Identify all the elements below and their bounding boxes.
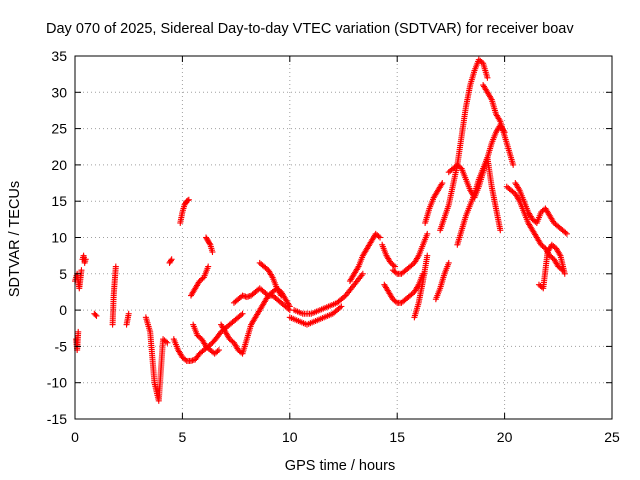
y-tick-label: 20	[51, 157, 67, 173]
data-point	[263, 291, 270, 298]
x-tick-label: 25	[604, 429, 620, 445]
x-tick-labels: 0 5 10 15 20 25	[71, 429, 620, 445]
data-point	[278, 292, 285, 299]
data-point	[424, 252, 431, 259]
data-point	[497, 227, 504, 234]
data-point	[392, 263, 399, 270]
data-point	[205, 263, 212, 270]
data-points	[72, 56, 570, 404]
data-point	[75, 328, 82, 335]
data-point	[82, 256, 89, 263]
data-point	[199, 275, 206, 282]
data-point	[92, 311, 99, 318]
data-point	[185, 196, 192, 203]
data-point	[238, 311, 245, 318]
axis-ticks	[74, 55, 613, 420]
data-point	[112, 263, 119, 270]
chart-title: Day 070 of 2025, Sidereal Day-to-day VTE…	[46, 21, 574, 37]
data-point	[168, 256, 175, 263]
y-tick-label: 5	[59, 266, 67, 282]
data-point	[93, 312, 100, 319]
y-tick-labels: -15 -10 -5 0 5 10 15 20 25 30 35	[47, 48, 67, 427]
y-tick-label: -5	[55, 338, 68, 354]
data-point	[341, 293, 348, 300]
x-tick-label: 5	[179, 429, 187, 445]
y-axis-label: SDTVAR / TECUs	[7, 181, 23, 297]
data-point	[445, 259, 452, 266]
y-tick-label: 30	[51, 84, 67, 100]
data-point	[182, 356, 189, 363]
data-point	[125, 310, 132, 317]
data-point	[214, 348, 221, 355]
data-point	[424, 230, 431, 237]
data-point	[336, 304, 343, 311]
data-point	[457, 164, 464, 171]
data-point	[338, 303, 345, 310]
data-point	[561, 270, 568, 277]
data-point	[209, 249, 216, 256]
data-point	[78, 267, 85, 274]
x-tick-label: 0	[71, 429, 79, 445]
data-point	[167, 257, 174, 264]
data-point	[484, 74, 491, 81]
x-axis-label: GPS time / hours	[285, 458, 395, 474]
data-point	[510, 161, 517, 168]
grid-lines	[75, 56, 612, 419]
data-point	[392, 298, 399, 305]
data-point	[206, 240, 213, 247]
y-tick-label: 25	[51, 121, 67, 137]
data-point	[563, 230, 570, 237]
y-tick-label: 15	[51, 193, 67, 209]
data-point	[392, 269, 399, 276]
data-point	[215, 347, 222, 354]
data-point	[162, 338, 169, 345]
data-point	[359, 270, 366, 277]
data-point	[478, 59, 485, 66]
data-point	[184, 197, 191, 204]
data-point	[285, 305, 292, 312]
data-point	[375, 233, 382, 240]
data-point	[390, 262, 397, 269]
x-tick-label: 10	[282, 429, 298, 445]
data-point	[239, 310, 246, 317]
y-tick-label: 0	[59, 302, 67, 318]
data-point	[562, 229, 569, 236]
x-tick-label: 15	[389, 429, 405, 445]
x-tick-label: 20	[497, 429, 513, 445]
y-tick-label: -15	[47, 411, 67, 427]
y-tick-label: -10	[47, 375, 67, 391]
data-point	[439, 180, 446, 187]
y-tick-label: 10	[51, 230, 67, 246]
data-point	[164, 339, 171, 346]
data-point	[377, 234, 384, 241]
y-tick-label: 35	[51, 48, 67, 64]
